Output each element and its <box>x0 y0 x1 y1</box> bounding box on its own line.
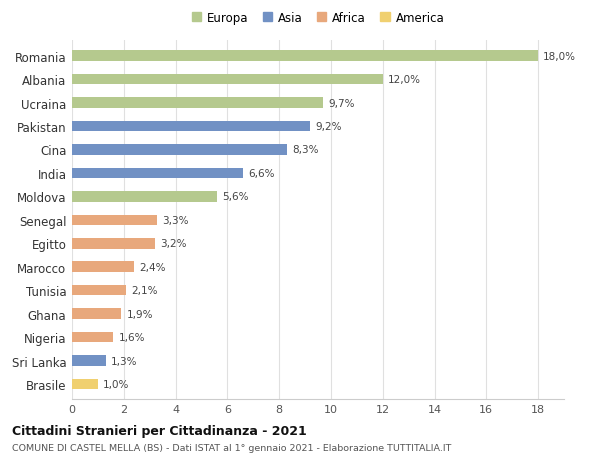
Bar <box>72 168 243 179</box>
Text: 9,2%: 9,2% <box>316 122 342 132</box>
Text: Cittadini Stranieri per Cittadinanza - 2021: Cittadini Stranieri per Cittadinanza - 2… <box>12 425 307 437</box>
Bar <box>72 308 121 319</box>
Bar <box>72 51 538 62</box>
Text: 5,6%: 5,6% <box>222 192 248 202</box>
Bar <box>72 332 113 342</box>
Text: 1,0%: 1,0% <box>103 379 130 389</box>
Bar <box>72 239 155 249</box>
Bar <box>72 192 217 202</box>
Text: 12,0%: 12,0% <box>388 75 421 85</box>
Text: 2,4%: 2,4% <box>139 262 166 272</box>
Text: 3,3%: 3,3% <box>163 215 189 225</box>
Bar <box>72 285 127 296</box>
Bar <box>72 215 157 225</box>
Bar <box>72 145 287 156</box>
Text: 8,3%: 8,3% <box>292 145 319 155</box>
Text: 9,7%: 9,7% <box>328 98 355 108</box>
Text: 3,2%: 3,2% <box>160 239 187 249</box>
Bar <box>72 98 323 109</box>
Bar <box>72 75 383 85</box>
Text: 1,6%: 1,6% <box>119 332 145 342</box>
Text: COMUNE DI CASTEL MELLA (BS) - Dati ISTAT al 1° gennaio 2021 - Elaborazione TUTTI: COMUNE DI CASTEL MELLA (BS) - Dati ISTAT… <box>12 443 451 452</box>
Bar <box>72 379 98 389</box>
Text: 1,9%: 1,9% <box>127 309 153 319</box>
Bar <box>72 355 106 366</box>
Text: 1,3%: 1,3% <box>111 356 137 366</box>
Bar <box>72 122 310 132</box>
Text: 18,0%: 18,0% <box>543 51 576 62</box>
Text: 6,6%: 6,6% <box>248 168 275 179</box>
Legend: Europa, Asia, Africa, America: Europa, Asia, Africa, America <box>188 8 448 28</box>
Text: 2,1%: 2,1% <box>131 285 158 296</box>
Bar <box>72 262 134 272</box>
